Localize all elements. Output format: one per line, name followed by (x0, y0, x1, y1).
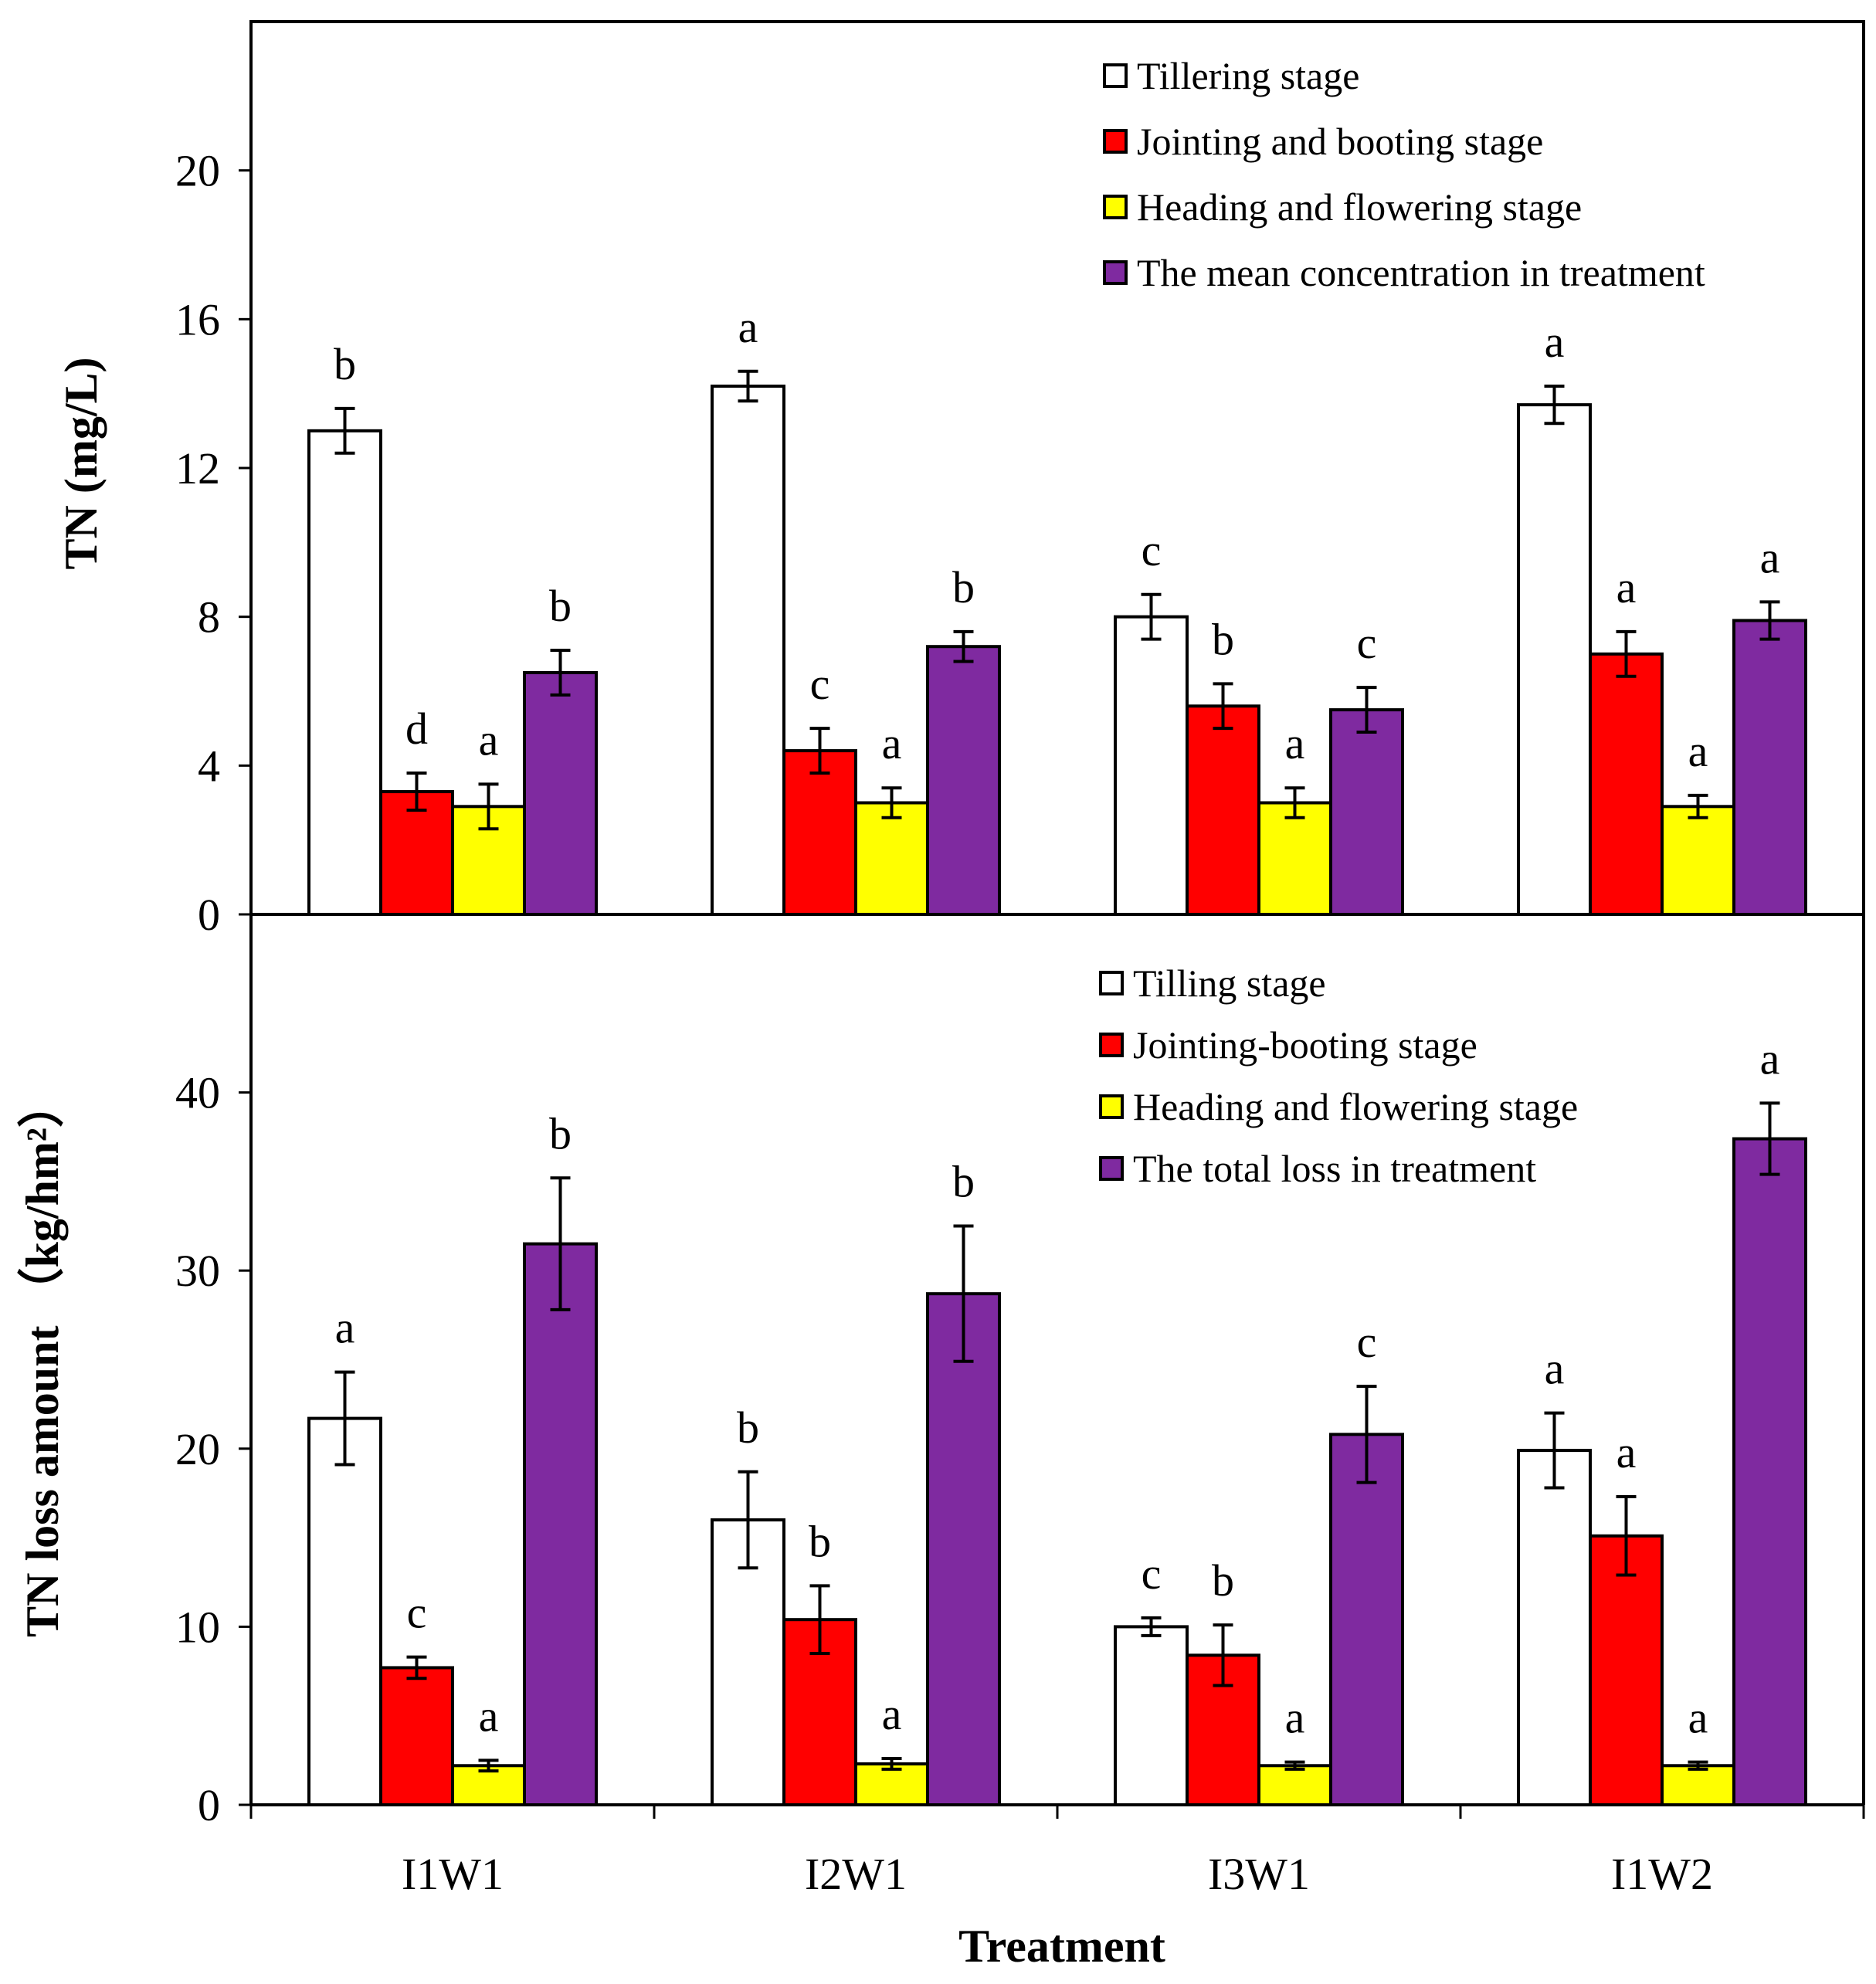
bottom-bar-i1w1-s4 (523, 1242, 598, 1806)
x-axis-label: Treatment (958, 1921, 1165, 1972)
top-y-tick-label: 4 (198, 741, 220, 791)
top-legend-swatch-4 (1103, 260, 1128, 285)
bottom-bar-i1w2-s3 (1661, 1764, 1735, 1807)
top-legend-label-3: Heading and flowering stage (1137, 185, 1582, 229)
bottom-significance-letter: a (1616, 1427, 1637, 1477)
bottom-y-tick-label: 40 (175, 1068, 220, 1118)
bottom-bar-i3w1-s3 (1257, 1764, 1332, 1807)
bottom-bar-i1w2-s4 (1732, 1137, 1807, 1806)
x-category-label-i2w1: I2W1 (805, 1849, 907, 1899)
top-significance-letter: b (549, 581, 572, 631)
bottom-significance-letter: b (737, 1402, 759, 1453)
bottom-y-tick-label: 20 (175, 1424, 220, 1474)
bottom-bar-i1w1-s1 (307, 1416, 382, 1807)
top-significance-letter: a (1616, 562, 1637, 612)
bottom-bar-i3w1-s1 (1114, 1625, 1189, 1806)
bottom-legend-label-1: Tilling stage (1133, 961, 1326, 1005)
bottom-significance-letter: a (1285, 1693, 1305, 1743)
bottom-significance-letter: c (1357, 1317, 1377, 1367)
bottom-bar-i1w2-s1 (1517, 1449, 1592, 1806)
bottom-legend-label-2: Jointing-booting stage (1133, 1023, 1477, 1067)
top-significance-letter: c (810, 659, 830, 709)
top-bar-i2w1-s3 (854, 801, 929, 916)
top-bar-i3w1-s2 (1186, 704, 1260, 916)
bottom-y-tick-label: 0 (198, 1780, 220, 1830)
bottom-bar-i2w1-s4 (926, 1292, 1001, 1806)
bottom-significance-letter: b (549, 1108, 572, 1158)
bottom-legend-swatch-4 (1099, 1156, 1124, 1181)
x-category-label-i1w1: I1W1 (402, 1849, 504, 1899)
top-y-tick-label: 12 (175, 443, 220, 493)
top-y-axis-label: TN (mg/L) (56, 358, 107, 570)
top-significance-letter: a (1545, 317, 1565, 367)
bottom-significance-letter: a (882, 1689, 902, 1739)
top-bar-i2w1-s4 (926, 645, 1001, 916)
top-bar-i3w1-s1 (1114, 615, 1189, 917)
x-category-label-i1w2: I1W2 (1611, 1849, 1713, 1899)
top-y-tick-label: 8 (198, 592, 220, 643)
top-bar-i2w1-s2 (782, 749, 857, 916)
bottom-y-tick-label: 10 (175, 1602, 220, 1652)
top-bar-i1w2-s1 (1517, 403, 1592, 916)
bottom-legend-label-3: Heading and flowering stage (1133, 1085, 1578, 1128)
top-legend-swatch-1 (1103, 63, 1128, 88)
top-significance-letter: a (882, 718, 902, 768)
bottom-significance-letter: a (479, 1691, 499, 1741)
bottom-bar-i1w1-s2 (379, 1666, 454, 1806)
top-bar-i3w1-s4 (1329, 708, 1404, 916)
top-legend-swatch-2 (1103, 129, 1128, 154)
top-legend-swatch-3 (1103, 195, 1128, 219)
top-significance-letter: a (738, 302, 758, 352)
bottom-legend-label-4: The total loss in treatment (1133, 1147, 1536, 1190)
top-significance-letter: a (1760, 532, 1780, 582)
top-y-tick-label: 20 (175, 146, 220, 196)
top-bar-i1w1-s2 (379, 790, 454, 917)
x-category-label-i3w1: I3W1 (1208, 1849, 1310, 1899)
top-bar-i1w2-s4 (1732, 619, 1807, 916)
bottom-significance-letter: c (407, 1588, 427, 1638)
top-significance-letter: a (1688, 726, 1708, 776)
bottom-significance-letter: c (1142, 1548, 1162, 1599)
bottom-legend-swatch-1 (1099, 971, 1124, 995)
bottom-legend-swatch-3 (1099, 1094, 1124, 1119)
top-bar-i3w1-s3 (1257, 801, 1332, 916)
top-significance-letter: a (479, 714, 499, 765)
top-significance-letter: c (1357, 618, 1377, 668)
top-legend-label-1: Tillering stage (1137, 54, 1359, 97)
top-y-tick-label: 0 (198, 890, 220, 940)
top-significance-letter: b (952, 562, 975, 612)
top-bar-i1w2-s3 (1661, 805, 1735, 916)
bottom-significance-letter: a (1760, 1033, 1780, 1084)
top-significance-letter: d (405, 704, 428, 754)
top-legend-label-2: Jointing and booting stage (1137, 120, 1543, 163)
bottom-y-axis-label: TN loss amount （kg/hm²） (16, 1081, 68, 1637)
top-significance-letter: a (1285, 718, 1305, 768)
bottom-significance-letter: a (335, 1303, 355, 1353)
top-significance-letter: b (334, 339, 356, 389)
bottom-significance-letter: a (1545, 1344, 1565, 1394)
bottom-y-tick-label: 30 (175, 1246, 220, 1296)
bottom-significance-letter: b (1212, 1555, 1234, 1606)
top-bar-i1w1-s1 (307, 429, 382, 916)
top-y-tick-label: 16 (175, 294, 220, 344)
top-significance-letter: c (1142, 525, 1162, 575)
top-bar-i2w1-s1 (711, 385, 785, 916)
bottom-bar-i3w1-s4 (1329, 1433, 1404, 1807)
bottom-legend-swatch-2 (1099, 1033, 1124, 1057)
bottom-significance-letter: b (952, 1157, 975, 1207)
top-legend-label-4: The mean concentration in treatment (1137, 251, 1705, 294)
top-bar-i1w2-s2 (1589, 652, 1664, 916)
bottom-significance-letter: b (809, 1516, 831, 1566)
bottom-significance-letter: a (1688, 1693, 1708, 1743)
top-bar-i1w1-s4 (523, 670, 598, 917)
top-significance-letter: b (1212, 614, 1234, 664)
